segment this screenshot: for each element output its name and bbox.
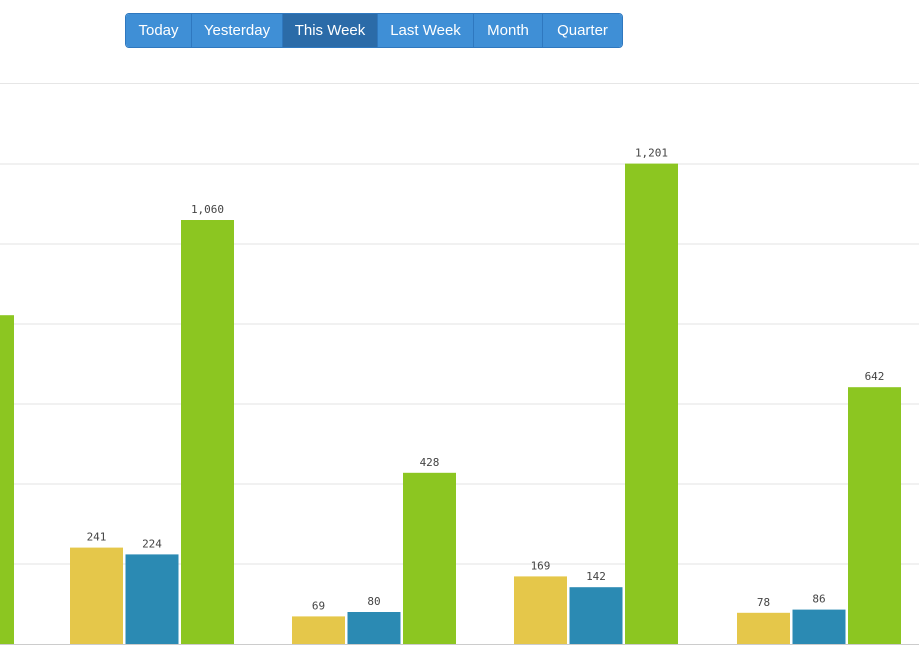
data-label: 241 bbox=[87, 531, 107, 544]
bar-group-5-series-2 bbox=[792, 609, 846, 644]
bar-group-5-series-3 bbox=[848, 387, 901, 644]
bar-group-3-series-2 bbox=[347, 612, 401, 644]
this-week-button[interactable]: This Week bbox=[283, 14, 378, 47]
bar-group-2-series-2 bbox=[125, 554, 179, 644]
yesterday-button[interactable]: Yesterday bbox=[192, 14, 283, 47]
bars bbox=[0, 163, 901, 644]
data-labels: 241 224 1,060 69 80 428 169 142 1,201 78 86 642 bbox=[87, 147, 885, 613]
bar-group-3-series-3 bbox=[403, 472, 456, 644]
bar-group-4-series-1 bbox=[514, 576, 567, 644]
data-label: 224 bbox=[142, 537, 162, 550]
date-range-button-group: Today Yesterday This Week Last Week Mont… bbox=[125, 13, 623, 48]
data-label: 86 bbox=[812, 593, 825, 606]
month-button[interactable]: Month bbox=[474, 14, 543, 47]
data-label: 642 bbox=[865, 370, 885, 383]
data-label: 1,060 bbox=[191, 203, 224, 216]
data-label: 80 bbox=[367, 595, 380, 608]
header-divider bbox=[0, 83, 919, 84]
data-label: 428 bbox=[420, 456, 440, 469]
quarter-button[interactable]: Quarter bbox=[543, 14, 622, 47]
bar-group-2-series-3 bbox=[181, 220, 234, 644]
bar-group-4-series-3 bbox=[625, 163, 678, 644]
data-label: 78 bbox=[757, 596, 770, 609]
data-label: 169 bbox=[531, 559, 551, 572]
data-label: 69 bbox=[312, 599, 325, 612]
bar-group-4-series-2 bbox=[569, 587, 623, 644]
bar-group-5-series-1 bbox=[737, 612, 790, 644]
bar-group-3-series-1 bbox=[292, 616, 345, 644]
data-label: 1,201 bbox=[635, 147, 668, 160]
gridlines bbox=[0, 163, 919, 565]
bar-group-1-series-3 bbox=[0, 315, 14, 644]
data-label: 142 bbox=[586, 570, 606, 583]
bar-group-2-series-1 bbox=[70, 547, 123, 644]
today-button[interactable]: Today bbox=[126, 14, 192, 47]
last-week-button[interactable]: Last Week bbox=[378, 14, 474, 47]
